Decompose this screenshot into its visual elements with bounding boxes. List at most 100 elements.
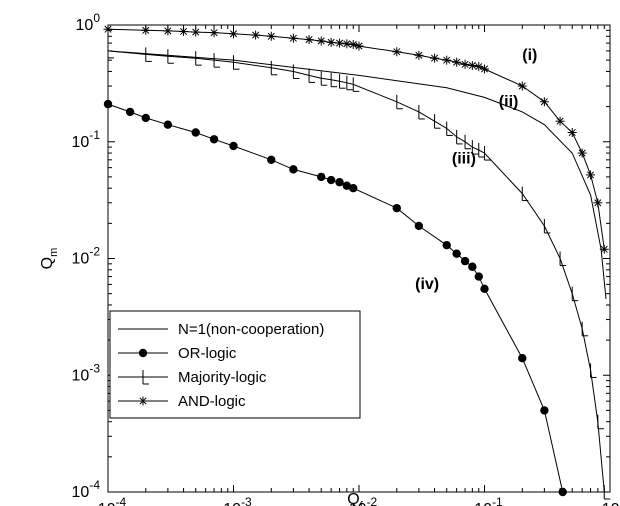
data-point <box>460 256 470 266</box>
data-point <box>308 68 316 83</box>
legend-label: N=1(non-cooperation) <box>178 321 324 338</box>
data-point <box>442 55 452 65</box>
data-point <box>316 36 326 46</box>
data-point <box>335 178 344 187</box>
data-point <box>320 71 328 86</box>
data-point <box>518 353 527 363</box>
data-point <box>586 170 596 180</box>
series-line <box>107 50 607 300</box>
data-point <box>141 113 150 123</box>
legend-marker-sample <box>142 370 149 385</box>
data-point <box>145 47 152 62</box>
data-point <box>593 198 603 208</box>
curve-annotation: (ii) <box>499 94 519 111</box>
data-point <box>559 251 567 266</box>
data-point <box>195 51 202 66</box>
data-point <box>599 244 609 254</box>
data-point <box>342 181 352 190</box>
y-tick-label: 10-3 <box>72 361 101 384</box>
data-point <box>521 186 529 202</box>
data-point <box>539 97 549 107</box>
data-point <box>396 94 403 110</box>
data-point <box>414 50 424 60</box>
data-point <box>209 135 219 144</box>
data-point <box>191 27 201 37</box>
data-point <box>317 172 326 182</box>
data-point <box>209 28 219 38</box>
data-point <box>326 175 336 185</box>
data-point <box>581 321 589 337</box>
data-point <box>191 128 200 137</box>
data-point <box>267 155 276 165</box>
data-point <box>571 286 579 302</box>
data-point <box>289 165 298 174</box>
series-3 <box>107 43 611 500</box>
legend-entries: N=1(non-cooperation) OR-logic Majority-log… <box>118 321 324 410</box>
data-point <box>326 37 336 47</box>
data-point <box>590 363 597 378</box>
data-point <box>452 57 462 67</box>
x-tick-label: 10-4 <box>98 495 127 506</box>
series-layer <box>103 24 611 500</box>
curve-annotation: (i) <box>522 47 537 64</box>
data-point <box>464 134 472 150</box>
data-point <box>480 64 489 74</box>
data-point <box>251 30 261 40</box>
data-point <box>543 218 551 234</box>
data-point <box>330 72 338 88</box>
data-point <box>229 29 238 39</box>
legend-marker-sample <box>138 396 148 406</box>
data-point <box>335 38 345 48</box>
curve-annotation: (iv) <box>415 276 439 293</box>
data-point <box>392 47 402 57</box>
y-tick-label: 10-4 <box>72 478 101 501</box>
data-point <box>452 249 461 258</box>
annotations: (i) (ii) (iii) (iv) <box>415 47 537 293</box>
data-point <box>567 128 577 138</box>
data-point <box>517 81 527 91</box>
data-point <box>304 35 314 45</box>
data-point <box>349 184 358 193</box>
data-point <box>339 74 346 89</box>
legend-marker-sample <box>138 348 148 358</box>
data-point <box>392 203 401 213</box>
series-4 <box>103 24 609 254</box>
data-point <box>474 272 483 281</box>
data-point <box>555 116 565 126</box>
data-point <box>471 140 479 155</box>
y-tick-label: 100 <box>76 11 101 34</box>
legend-entry: AND-logic <box>118 393 246 410</box>
legend-entry: Majority-logic <box>118 369 267 386</box>
x-tick-label: 10-1 <box>474 495 503 506</box>
legend-label: Majority-logic <box>178 369 267 386</box>
data-point <box>597 414 604 430</box>
x-tick-label: 10-2 <box>349 495 378 506</box>
series-1 <box>107 50 607 300</box>
data-point <box>266 31 276 41</box>
data-point <box>540 406 549 415</box>
data-point <box>288 33 298 43</box>
data-point <box>442 240 451 250</box>
data-point <box>213 53 221 68</box>
data-point <box>270 60 278 76</box>
data-point <box>484 146 491 161</box>
data-point <box>167 49 174 64</box>
legend-label: OR-logic <box>178 345 237 362</box>
legend-entry: N=1(non-cooperation) <box>118 321 324 338</box>
data-point <box>352 77 360 92</box>
data-point <box>446 121 453 136</box>
legend-entry: OR-logic <box>118 345 237 362</box>
y-tick-label: 10-2 <box>72 245 101 268</box>
data-point <box>163 120 173 129</box>
data-point <box>348 40 358 50</box>
curve-annotation: (iii) <box>452 151 476 168</box>
legend-label: AND-logic <box>178 393 246 410</box>
y-axis-label: Qm <box>39 248 60 270</box>
x-axis-label: Qf <box>347 491 363 506</box>
data-point <box>456 129 463 145</box>
data-point <box>480 284 489 294</box>
data-point <box>342 39 352 49</box>
legend: N=1(non-cooperation) OR-logic Majority-log… <box>109 310 361 419</box>
